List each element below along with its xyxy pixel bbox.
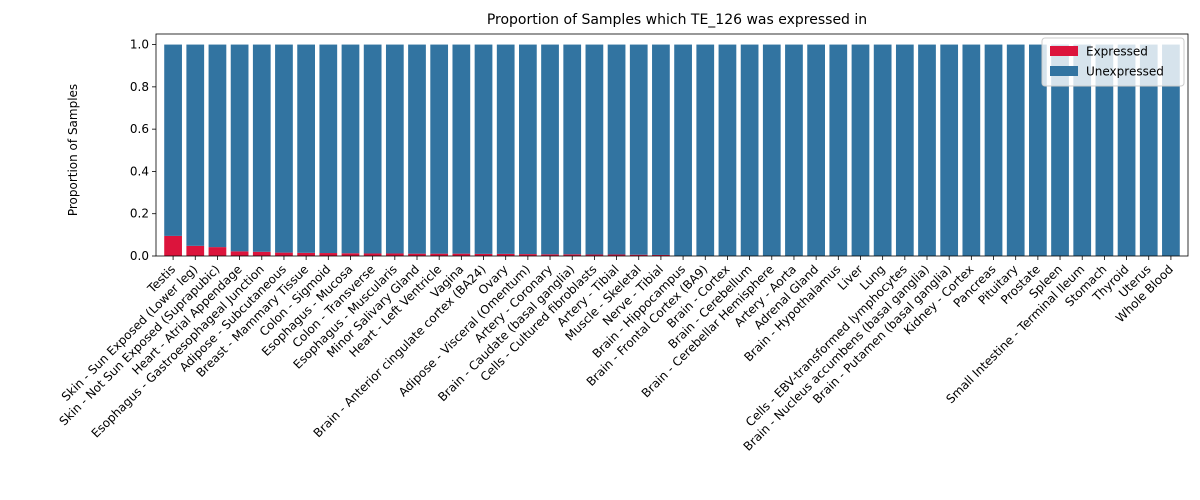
bar-unexpressed-25 bbox=[718, 44, 737, 256]
bar-unexpressed-8 bbox=[341, 44, 360, 254]
bars-group bbox=[164, 44, 1180, 256]
bar-expressed-10 bbox=[385, 253, 404, 256]
y-tick-label: 0.8 bbox=[130, 80, 149, 94]
bar-expressed-17 bbox=[541, 254, 559, 256]
bar-expressed-14 bbox=[474, 253, 493, 256]
bar-unexpressed-18 bbox=[563, 44, 582, 255]
bar-unexpressed-28 bbox=[785, 44, 803, 256]
bar-expressed-5 bbox=[275, 252, 293, 256]
y-ticks-group: 0.0 0.2 0.4 0.6 0.8 1.0 bbox=[130, 38, 156, 263]
bar-unexpressed-15 bbox=[496, 44, 515, 254]
bar-unexpressed-1 bbox=[186, 44, 205, 246]
bar-expressed-2 bbox=[208, 247, 227, 256]
plot-frame bbox=[155, 33, 1189, 257]
bar-expressed-0 bbox=[164, 235, 182, 256]
bar-unexpressed-36 bbox=[962, 44, 981, 256]
bar-expressed-15 bbox=[496, 253, 515, 256]
bar-unexpressed-44 bbox=[1139, 44, 1158, 256]
bar-unexpressed-22 bbox=[652, 44, 670, 255]
bar-expressed-3 bbox=[230, 251, 249, 256]
bar-unexpressed-40 bbox=[1051, 44, 1069, 256]
bar-expressed-13 bbox=[452, 253, 471, 256]
bar-unexpressed-30 bbox=[829, 44, 848, 256]
legend-swatch-expressed bbox=[1050, 46, 1078, 56]
bar-unexpressed-21 bbox=[629, 44, 648, 255]
bar-expressed-18 bbox=[563, 254, 582, 256]
bar-unexpressed-17 bbox=[541, 44, 559, 255]
y-tick-label: 0.0 bbox=[130, 249, 149, 263]
bar-unexpressed-29 bbox=[807, 44, 825, 256]
bar-unexpressed-26 bbox=[740, 44, 759, 256]
bar-expressed-9 bbox=[363, 253, 382, 256]
bar-unexpressed-20 bbox=[607, 44, 626, 255]
bar-expressed-7 bbox=[319, 253, 338, 256]
y-tick-label: 0.2 bbox=[130, 207, 149, 221]
bar-expressed-19 bbox=[585, 254, 604, 256]
bar-unexpressed-43 bbox=[1117, 44, 1136, 256]
bar-unexpressed-5 bbox=[275, 44, 293, 253]
bar-unexpressed-4 bbox=[252, 44, 271, 252]
bar-unexpressed-14 bbox=[474, 44, 493, 254]
bar-expressed-16 bbox=[519, 254, 537, 256]
bar-unexpressed-9 bbox=[363, 44, 382, 254]
y-tick-label: 0.6 bbox=[130, 122, 149, 136]
bar-expressed-8 bbox=[341, 253, 360, 256]
bar-expressed-11 bbox=[408, 253, 426, 256]
legend-swatch-unexpressed bbox=[1050, 66, 1078, 76]
y-axis-label: Proportion of Samples bbox=[66, 84, 80, 216]
legend-label-unexpressed: Unexpressed bbox=[1086, 65, 1164, 79]
bar-unexpressed-27 bbox=[762, 44, 781, 256]
bar-unexpressed-19 bbox=[585, 44, 604, 255]
bar-unexpressed-2 bbox=[208, 44, 227, 248]
bar-unexpressed-38 bbox=[1006, 44, 1025, 256]
bar-unexpressed-32 bbox=[873, 44, 892, 256]
bar-unexpressed-16 bbox=[519, 44, 537, 255]
bar-unexpressed-12 bbox=[430, 44, 449, 254]
bar-unexpressed-31 bbox=[851, 44, 870, 256]
legend-label-expressed: Expressed bbox=[1086, 45, 1148, 59]
bar-unexpressed-7 bbox=[319, 44, 338, 254]
bar-unexpressed-37 bbox=[984, 44, 1003, 256]
y-tick-label: 1.0 bbox=[130, 38, 149, 52]
legend: Expressed Unexpressed bbox=[1041, 37, 1185, 87]
bar-unexpressed-6 bbox=[297, 44, 315, 253]
bar-unexpressed-10 bbox=[385, 44, 404, 254]
bar-unexpressed-3 bbox=[230, 44, 249, 252]
bar-expressed-6 bbox=[297, 252, 315, 256]
bar-unexpressed-33 bbox=[895, 44, 914, 256]
bar-unexpressed-24 bbox=[696, 44, 715, 256]
x-tick-label: Liver bbox=[835, 262, 866, 293]
bar-unexpressed-45 bbox=[1162, 44, 1180, 256]
bar-unexpressed-0 bbox=[164, 44, 182, 236]
bar-unexpressed-11 bbox=[408, 44, 426, 254]
bar-unexpressed-39 bbox=[1029, 44, 1047, 256]
bar-unexpressed-41 bbox=[1073, 44, 1092, 256]
y-tick-label: 0.4 bbox=[130, 164, 149, 178]
bar-expressed-12 bbox=[430, 253, 449, 256]
bar-unexpressed-13 bbox=[452, 44, 471, 254]
bar-unexpressed-34 bbox=[918, 44, 936, 256]
bar-expressed-21 bbox=[629, 254, 648, 256]
axes-group bbox=[155, 33, 1189, 257]
bar-unexpressed-42 bbox=[1095, 44, 1114, 256]
chart-title: Proportion of Samples which TE_126 was e… bbox=[487, 12, 867, 28]
bar-expressed-1 bbox=[186, 245, 205, 256]
bar-expressed-22 bbox=[652, 254, 670, 256]
bar-expressed-20 bbox=[607, 254, 626, 256]
bar-expressed-4 bbox=[252, 251, 271, 256]
bar-unexpressed-23 bbox=[674, 44, 692, 256]
bar-unexpressed-35 bbox=[940, 44, 959, 256]
